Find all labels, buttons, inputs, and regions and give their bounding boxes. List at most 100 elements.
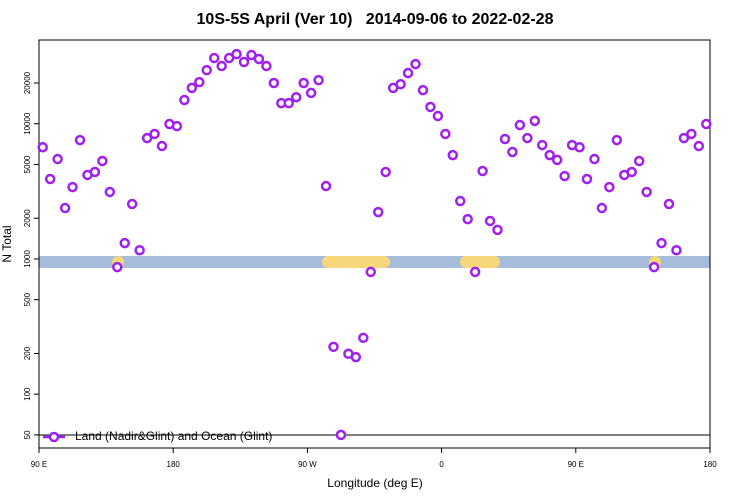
y-tick-label: 1000 [23,250,32,268]
point [171,120,183,132]
x-tick-label: 90 E [31,460,47,469]
point [678,132,690,144]
point [89,166,101,178]
point [529,115,541,127]
point [335,429,347,441]
y-tick-label: 50 [23,430,32,439]
point [112,261,123,273]
point [447,149,459,161]
point [484,215,496,227]
point [596,202,608,214]
y-axis-label: N Total [0,225,14,262]
point [97,155,108,167]
point [686,128,697,140]
y-tick-label: 100 [23,387,32,401]
point [156,140,168,152]
point [290,91,302,103]
x-tick-label: 180 [703,460,717,469]
point [67,181,78,193]
point [358,332,369,344]
point [544,149,555,161]
point [126,198,138,210]
point [179,94,190,106]
x-tick-label: 90 E [568,460,584,469]
point [395,78,406,90]
point [186,82,198,94]
point [499,133,511,145]
point [149,128,160,140]
point [574,141,585,153]
legend-label: Land (Nadir&Glint) and Ocean (Glint) [75,429,272,443]
point [328,341,339,353]
point [208,52,220,64]
point [52,153,63,165]
point [372,206,384,218]
point [469,266,481,278]
point [581,173,593,185]
point [693,140,705,152]
y-tick-label: 2000 [23,209,32,227]
point [194,76,205,88]
x-axis-label: Longitude (deg E) [327,476,422,490]
point [268,77,280,89]
point [551,154,563,166]
point [626,166,637,178]
point [589,153,600,165]
point [454,195,466,207]
point [611,134,623,146]
point [701,118,712,130]
y-tick-label: 200 [23,346,32,360]
point [604,181,615,193]
y-tick-label: 20000 [23,71,32,94]
point [37,141,48,153]
land-patch [322,256,390,268]
y-tick-label: 10000 [23,112,32,135]
point [462,213,473,225]
point [537,139,548,151]
point [514,119,526,131]
point [656,237,667,249]
point [313,74,324,86]
point [253,53,265,65]
point [320,180,332,192]
y-tick-label: 5000 [23,155,32,173]
point [663,198,675,210]
point [216,60,227,72]
point [246,49,257,61]
point [507,146,518,158]
point [59,202,71,214]
point [365,266,377,278]
point [238,56,250,68]
point [648,261,660,273]
point [201,64,212,76]
plot-frame [38,39,711,449]
point [432,110,444,122]
legend-swatch [48,431,60,443]
point [402,67,414,79]
point [350,351,362,363]
land-patch [460,256,500,268]
point [425,101,436,113]
y-tick-label: 500 [23,292,32,306]
point [633,155,645,167]
point [440,128,451,140]
point [298,77,309,89]
x-tick-label: 180 [167,460,181,469]
point [492,224,503,236]
point [134,244,145,256]
point [305,87,317,99]
point [283,97,295,109]
x-tick-label: 0 [439,460,444,469]
point [44,173,56,185]
point [119,237,130,249]
point [417,84,429,96]
point [410,58,421,70]
point [231,48,242,60]
point [477,165,488,177]
point [641,186,652,198]
point [141,132,153,144]
point [671,244,682,256]
map-band [39,256,710,268]
